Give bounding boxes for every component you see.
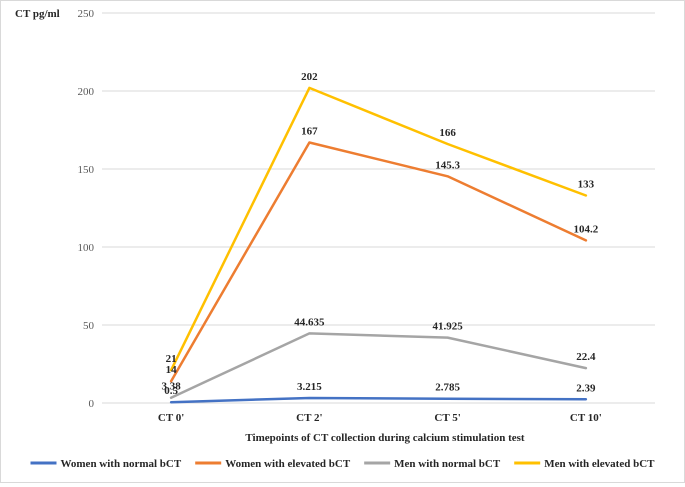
series-line-3 (169, 86, 588, 372)
data-label: 41.925 (433, 321, 464, 333)
y-tick-label: 50 (83, 320, 95, 332)
legend-label: Men with elevated bCT (544, 458, 655, 470)
series-line-0 (169, 396, 588, 404)
data-labels: 0.5 3.215 2.785 2.39 14 167 145.3 104.2 3.38 44.6… (162, 71, 599, 397)
data-label: 22.4 (576, 351, 596, 363)
y-axis-ticks: 0 50 100 150 200 250 (78, 8, 95, 410)
legend-label: Men with normal bCT (394, 458, 501, 470)
data-label: 2.39 (576, 382, 596, 394)
x-axis-title: Timepoints of CT collection during calci… (245, 432, 525, 444)
x-tick-label: CT 0' (158, 412, 184, 424)
data-label: 2.785 (435, 382, 460, 394)
x-tick-label: CT 10' (570, 412, 602, 424)
data-label: 21 (166, 353, 177, 365)
x-axis-ticks: CT 0' CT 2' CT 5' CT 10' (158, 412, 602, 424)
y-tick-label: 200 (78, 86, 95, 98)
data-label: 133 (578, 179, 595, 191)
y-tick-label: 150 (78, 164, 95, 176)
data-label: 104.2 (574, 223, 599, 235)
legend-label: Women with normal bCT (61, 458, 182, 470)
data-label: 44.635 (294, 316, 325, 328)
series-line-1 (169, 141, 588, 383)
x-tick-label: CT 2' (296, 412, 322, 424)
data-label: 14 (166, 364, 178, 376)
series-lines (169, 86, 588, 404)
data-label: 3.38 (162, 381, 182, 393)
series-line-2 (169, 332, 588, 399)
y-tick-label: 250 (78, 8, 95, 20)
y-tick-label: 100 (78, 242, 95, 254)
data-label: 0.5 (164, 385, 178, 397)
data-label: 3.215 (297, 381, 322, 393)
data-label: 166 (439, 127, 456, 139)
y-tick-label: 0 (89, 398, 95, 410)
legend: Women with normal bCT Women with elevated… (30, 458, 655, 470)
data-label: 145.3 (435, 159, 460, 171)
data-label: 202 (301, 71, 318, 83)
y-axis-title: CT pg/ml (15, 8, 60, 20)
legend-label: Women with elevated bCT (225, 458, 351, 470)
data-label: 167 (301, 125, 318, 137)
x-tick-label: CT 5' (434, 412, 460, 424)
